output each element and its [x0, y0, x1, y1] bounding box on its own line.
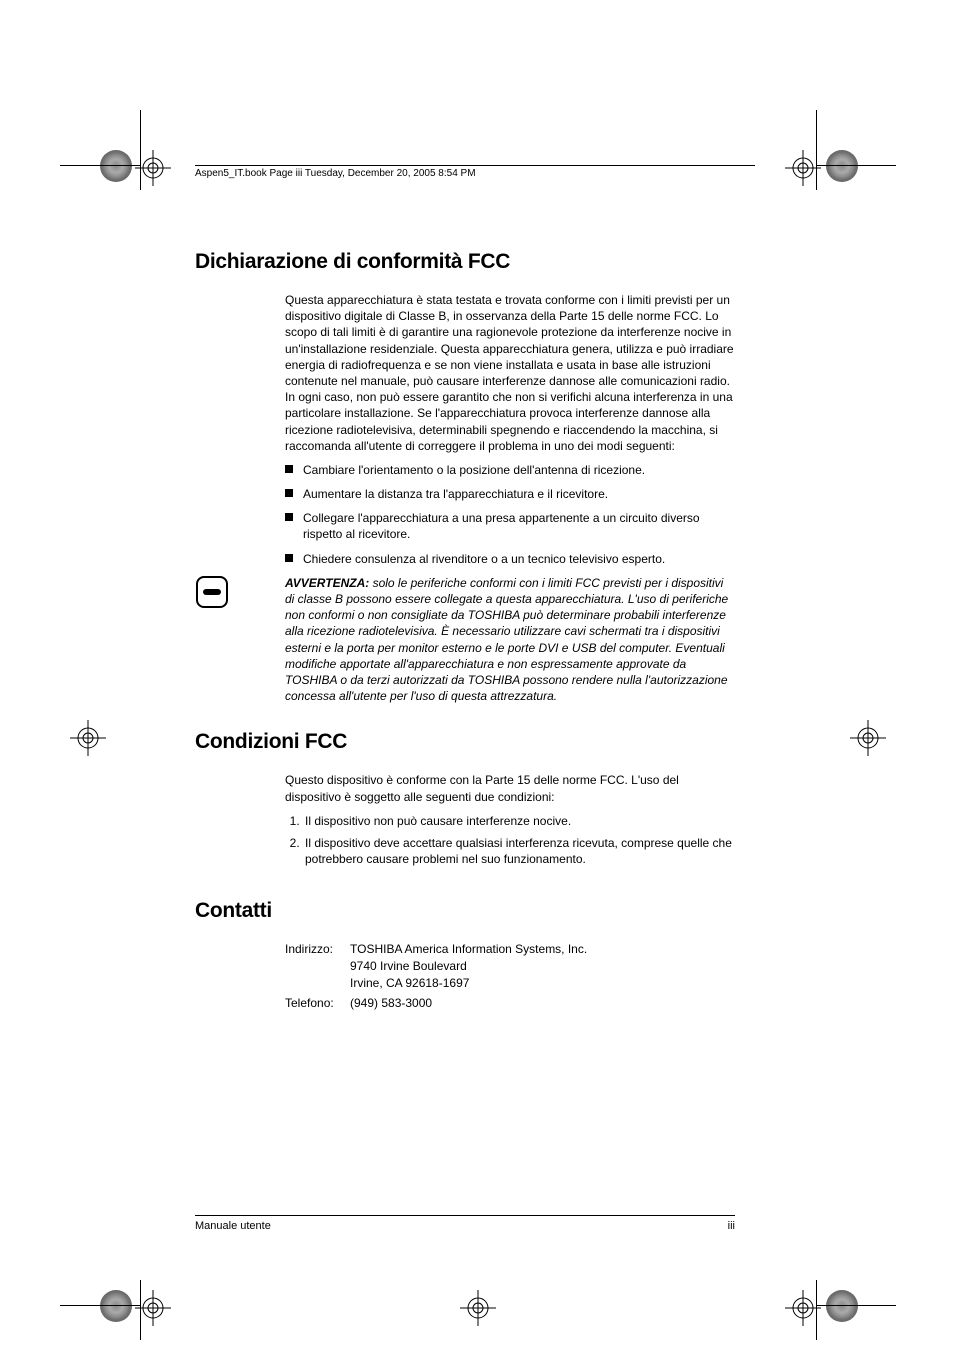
footer-left: Manuale utente	[195, 1220, 271, 1232]
page-footer: Manuale utente iii	[195, 1215, 735, 1232]
phone-label: Telefono:	[285, 995, 350, 1012]
registration-mark-icon	[785, 150, 821, 186]
frame-rule	[60, 165, 140, 166]
heading-contacts: Contatti	[195, 899, 735, 923]
warning-text: AVVERTENZA: solo le periferiche conformi…	[285, 575, 735, 705]
warning-body: solo le periferiche conformi con i limit…	[285, 576, 728, 703]
registration-mark-icon	[785, 1290, 821, 1326]
page-content: Dichiarazione di conformità FCC Questa a…	[195, 250, 735, 1014]
crop-circle-br	[826, 1290, 858, 1322]
header-rule	[195, 165, 755, 166]
list-item: Aumentare la distanza tra l'apparecchiat…	[285, 486, 735, 502]
registration-mark-icon	[70, 720, 106, 756]
registration-mark-icon	[850, 720, 886, 756]
footer-page-number: iii	[728, 1220, 735, 1232]
address-line: TOSHIBA America Information Systems, Inc…	[350, 941, 735, 958]
heading-fcc-declaration: Dichiarazione di conformità FCC	[195, 250, 735, 274]
crop-circle-tr	[826, 150, 858, 182]
registration-mark-icon	[135, 150, 171, 186]
fcc-declaration-paragraph: Questa apparecchiatura è stata testata e…	[285, 292, 735, 454]
crop-circle-tl	[100, 150, 132, 182]
registration-mark-icon	[135, 1290, 171, 1326]
list-item: Chiedere consulenza al rivenditore o a u…	[285, 551, 735, 567]
frame-rule	[816, 165, 896, 166]
address-line: 9740 Irvine Boulevard	[350, 958, 735, 975]
contacts-block: Indirizzo: TOSHIBA America Information S…	[285, 941, 735, 1011]
phone-value: (949) 583-3000	[350, 995, 735, 1012]
list-item: Cambiare l'orientamento o la posizione d…	[285, 462, 735, 478]
fcc-conditions-paragraph: Questo dispositivo è conforme con la Par…	[285, 772, 735, 804]
heading-fcc-conditions: Condizioni FCC	[195, 730, 735, 754]
frame-rule	[60, 1305, 140, 1306]
registration-mark-icon	[460, 1290, 496, 1326]
fcc-declaration-bullets: Cambiare l'orientamento o la posizione d…	[285, 462, 735, 567]
fcc-conditions-list: Il dispositivo non può causare interfere…	[285, 813, 735, 868]
frame-rule	[816, 1305, 896, 1306]
list-item: Il dispositivo deve accettare qualsiasi …	[303, 835, 735, 867]
list-item: Il dispositivo non può causare interfere…	[303, 813, 735, 829]
crop-circle-bl	[100, 1290, 132, 1322]
running-head: Aspen5_IT.book Page iii Tuesday, Decembe…	[195, 168, 476, 179]
list-item: Collegare l'apparecchiatura a una presa …	[285, 510, 735, 542]
warning-icon	[195, 575, 229, 614]
address-label: Indirizzo:	[285, 941, 350, 991]
address-line: Irvine, CA 92618-1697	[350, 975, 735, 992]
warning-label: AVVERTENZA:	[285, 576, 369, 590]
